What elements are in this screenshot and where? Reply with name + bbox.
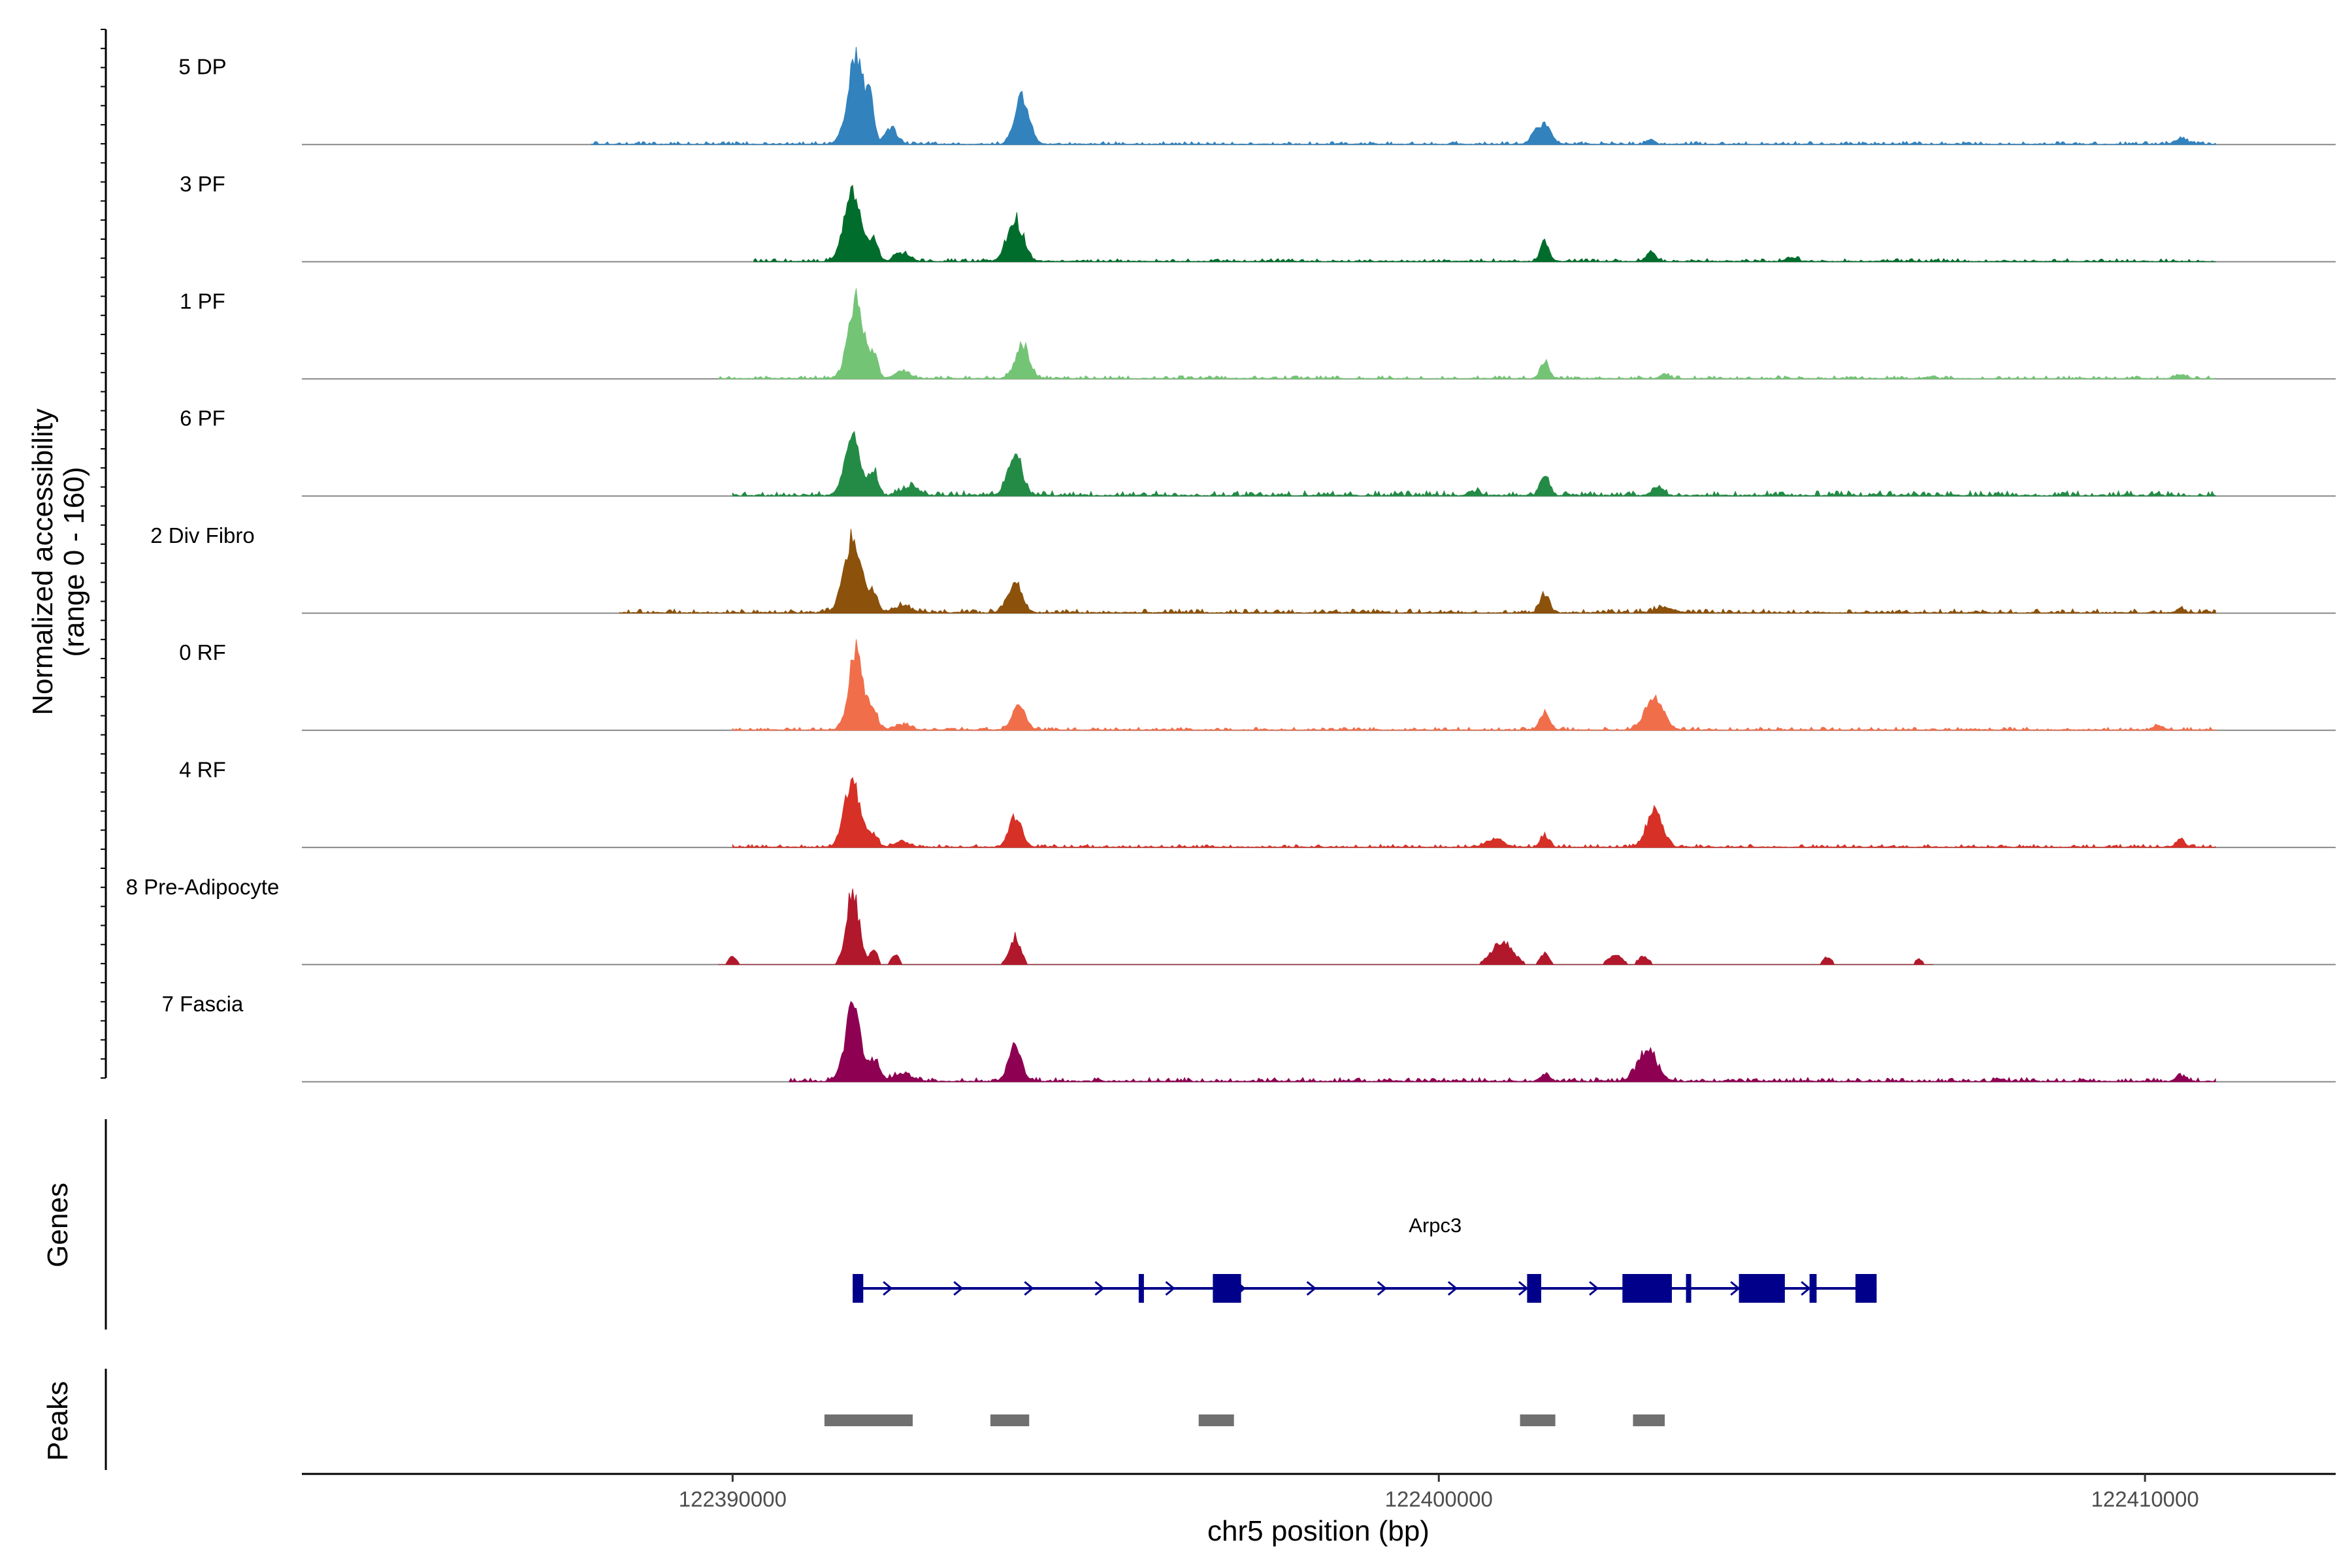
strand-arrow	[1589, 1281, 1599, 1296]
strand-arrow	[953, 1281, 964, 1296]
coverage-area	[789, 1000, 2216, 1083]
strand-arrow	[1094, 1281, 1105, 1296]
gene-exon	[1855, 1274, 1877, 1303]
track-0-rf: 0 RF	[179, 639, 2336, 731]
strand-arrow	[883, 1281, 893, 1296]
peak-region	[1520, 1414, 1556, 1426]
strand-arrow	[1518, 1281, 1529, 1296]
genes-panel-title: Genes	[42, 1183, 74, 1267]
x-axis-ticks: 122390000 122400000 122410000	[679, 1474, 2199, 1511]
track-label: 8 Pre-Adipocyte	[126, 875, 280, 899]
gene-exon	[1686, 1274, 1691, 1303]
track-label: 3 PF	[180, 172, 225, 196]
track-label: 2 Div Fibro	[150, 523, 255, 547]
x-tick-label: 122410000	[2091, 1487, 2199, 1511]
track-label: 1 PF	[180, 289, 225, 313]
peak-region	[990, 1414, 1030, 1426]
coverage-area	[732, 777, 2216, 848]
coverage-y-ticks	[101, 29, 106, 1079]
gene-track	[853, 1274, 1877, 1303]
track-3-pf: 3 PF	[180, 172, 2336, 263]
gene-label: Arpc3	[1409, 1214, 1462, 1237]
y-axis-subtitle: (range 0 - 160)	[58, 466, 90, 657]
x-tick-label: 122390000	[679, 1487, 787, 1511]
track-5-dp: 5 DP	[178, 46, 2336, 146]
track-label: 5 DP	[178, 55, 226, 79]
track-label: 0 RF	[179, 640, 226, 664]
coverage-area	[718, 889, 1933, 965]
coverage-area	[732, 639, 2216, 731]
x-tick-label: 122400000	[1385, 1487, 1493, 1511]
strand-arrow	[1306, 1281, 1317, 1296]
peak-region	[824, 1414, 913, 1426]
coverage-tracks: 5 DP 3 PF 1 PF 6 PF 2 Div Fibro 0 RF 4 RF 8 Pre…	[126, 46, 2336, 1083]
gene-exon	[1213, 1274, 1241, 1303]
peak-region	[1633, 1414, 1665, 1426]
gene-exon	[1622, 1274, 1672, 1303]
track-label: 6 PF	[180, 406, 225, 431]
track-4-rf: 4 RF	[179, 758, 2336, 849]
coverage-area	[591, 46, 2216, 146]
track-label: 7 Fascia	[162, 992, 244, 1016]
strand-arrow	[1024, 1281, 1034, 1296]
gene-exon	[853, 1274, 864, 1303]
gene-exon	[1138, 1274, 1144, 1303]
x-axis-title: chr5 position (bp)	[1207, 1515, 1429, 1547]
track-6-pf: 6 PF	[180, 406, 2336, 497]
gene-exon	[1739, 1274, 1785, 1303]
strand-arrow	[1730, 1281, 1740, 1296]
peak-track	[824, 1414, 1665, 1426]
strand-arrow	[1377, 1281, 1388, 1296]
y-axis-title: Normalized accessibility	[27, 408, 59, 715]
peaks-panel-title: Peaks	[42, 1381, 74, 1461]
coverage-area	[753, 184, 2216, 263]
strand-arrow	[1447, 1281, 1458, 1296]
track-8-pre-adipocyte: 8 Pre-Adipocyte	[126, 875, 2336, 966]
strand-arrow	[1165, 1281, 1175, 1296]
gene-exon	[1527, 1274, 1541, 1303]
coverage-area	[717, 288, 2216, 380]
coverage-area	[619, 529, 2216, 614]
track-label: 4 RF	[179, 758, 226, 782]
peak-region	[1198, 1414, 1234, 1426]
track-7-fascia: 7 Fascia	[162, 992, 2336, 1083]
track-2-div-fibro: 2 Div Fibro	[150, 523, 2336, 614]
coverage-area	[732, 431, 2216, 497]
strand-arrow	[1801, 1281, 1811, 1296]
track-1-pf: 1 PF	[180, 288, 2336, 380]
gene-exon	[1809, 1274, 1817, 1303]
